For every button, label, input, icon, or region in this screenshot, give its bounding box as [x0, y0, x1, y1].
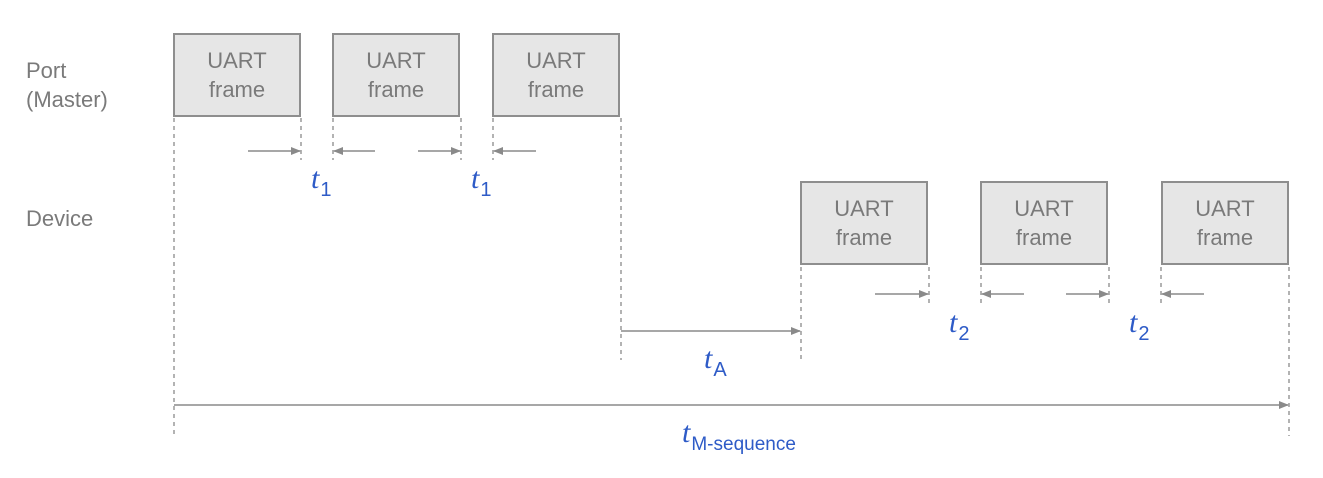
tA-label: tA	[704, 342, 727, 382]
device-uart-frame: UART frame	[980, 181, 1108, 265]
t1-label: t1	[471, 162, 492, 202]
device-uart-frame: UART frame	[800, 181, 928, 265]
device-label: Device	[26, 206, 94, 231]
device-uart-frame: UART frame	[1161, 181, 1289, 265]
port-label: Port (Master)	[26, 56, 108, 114]
master-uart-frame: UART frame	[332, 33, 460, 117]
port-label-line1: Port	[26, 58, 67, 83]
master-uart-frame: UART frame	[492, 33, 620, 117]
tM-sequence-label: tM-sequence	[682, 416, 796, 456]
port-label-line2: (Master)	[26, 87, 108, 112]
master-uart-frame: UART frame	[173, 33, 301, 117]
t2-label: t2	[1129, 306, 1150, 346]
t2-label: t2	[949, 306, 970, 346]
t1-label: t1	[311, 162, 332, 202]
